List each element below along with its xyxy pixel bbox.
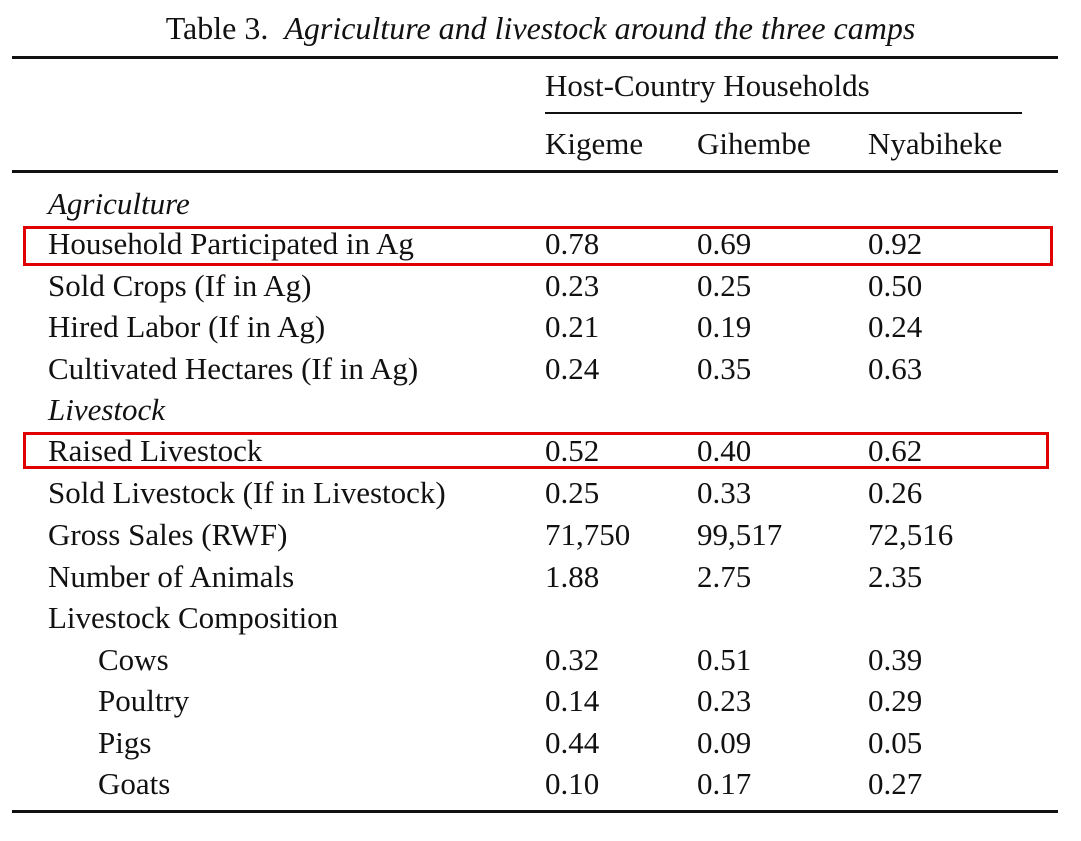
cell-nyabiheke: 0.39 (868, 642, 923, 677)
cell-nyabiheke: 0.05 (868, 725, 923, 760)
row-label: Cows (98, 642, 169, 677)
cell-gihembe: 2.75 (697, 559, 752, 594)
cell-gihembe: 0.23 (697, 683, 752, 718)
cell-gihembe: 0.33 (697, 475, 752, 510)
group-underline (545, 112, 1022, 114)
cell-kigeme: 0.24 (545, 351, 600, 386)
header-rule (12, 170, 1058, 173)
cell-nyabiheke: 0.26 (868, 475, 923, 510)
cell-nyabiheke: 0.50 (868, 268, 923, 303)
cell-gihembe: 99,517 (697, 517, 783, 552)
cell-nyabiheke: 0.27 (868, 766, 923, 801)
row-label: Gross Sales (RWF) (48, 517, 288, 552)
table-caption: Table 3. Agriculture and livestock aroun… (0, 8, 1081, 48)
cell-kigeme: 0.23 (545, 268, 600, 303)
cell-kigeme: 0.14 (545, 683, 600, 718)
table-title: Agriculture and livestock around the thr… (284, 10, 916, 46)
cell-nyabiheke: 72,516 (868, 517, 954, 552)
row-label: Poultry (98, 683, 190, 718)
cell-gihembe: 0.40 (697, 433, 752, 468)
cell-gihembe: 0.25 (697, 268, 752, 303)
cell-kigeme: 0.32 (545, 642, 600, 677)
cell-gihembe: 0.17 (697, 766, 752, 801)
row-label: Raised Livestock (48, 433, 263, 468)
column-header-nyabiheke: Nyabiheke (868, 126, 1003, 161)
highlight-box-raised-livestock (23, 432, 1049, 469)
group-header: Host-Country Households (545, 68, 870, 103)
bottom-rule (12, 810, 1058, 813)
cell-gihembe: 0.69 (697, 226, 752, 261)
row-label: Cultivated Hectares (If in Ag) (48, 351, 419, 386)
cell-gihembe: 0.51 (697, 642, 752, 677)
top-rule (12, 56, 1058, 59)
cell-nyabiheke: 0.24 (868, 309, 923, 344)
cell-kigeme: 0.10 (545, 766, 600, 801)
row-label: Number of Animals (48, 559, 295, 594)
cell-nyabiheke: 0.63 (868, 351, 923, 386)
row-label: Goats (98, 766, 171, 801)
row-label: Household Participated in Ag (48, 226, 414, 261)
column-header-kigeme: Kigeme (545, 126, 644, 161)
cell-gihembe: 0.35 (697, 351, 752, 386)
section-agriculture: Agriculture (48, 186, 190, 221)
column-header-gihembe: Gihembe (697, 126, 811, 161)
cell-kigeme: 0.21 (545, 309, 600, 344)
row-label: Sold Crops (If in Ag) (48, 268, 312, 303)
row-label: Pigs (98, 725, 152, 760)
cell-nyabiheke: 0.29 (868, 683, 923, 718)
table-number: Table 3. (165, 10, 269, 46)
cell-nyabiheke: 0.62 (868, 433, 923, 468)
cell-nyabiheke: 0.92 (868, 226, 923, 261)
row-label: Sold Livestock (If in Livestock) (48, 475, 446, 510)
cell-kigeme: 71,750 (545, 517, 631, 552)
row-label: Livestock Composition (48, 600, 339, 635)
cell-kigeme: 0.25 (545, 475, 600, 510)
section-livestock: Livestock (48, 392, 166, 427)
cell-kigeme: 0.44 (545, 725, 600, 760)
row-label: Hired Labor (If in Ag) (48, 309, 326, 344)
cell-gihembe: 0.19 (697, 309, 752, 344)
cell-nyabiheke: 2.35 (868, 559, 923, 594)
cell-gihembe: 0.09 (697, 725, 752, 760)
cell-kigeme: 1.88 (545, 559, 600, 594)
highlight-box-household-participated (23, 226, 1053, 266)
cell-kigeme: 0.78 (545, 226, 600, 261)
cell-kigeme: 0.52 (545, 433, 600, 468)
